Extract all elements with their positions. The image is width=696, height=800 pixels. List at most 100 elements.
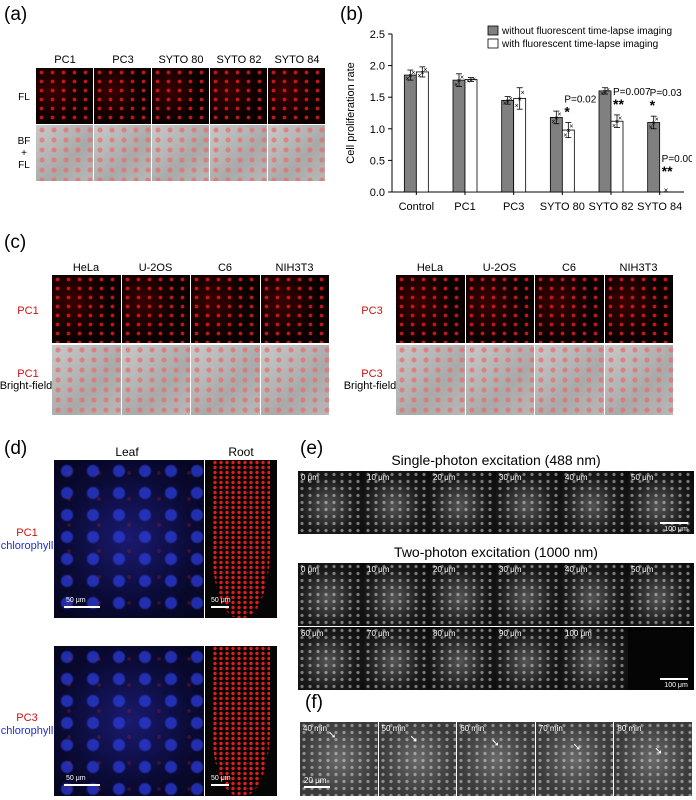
panel-c-left-fluorescence-image bbox=[121, 275, 190, 343]
depth-image: 90 μm bbox=[496, 627, 562, 690]
panel-a-brightfield-image bbox=[36, 125, 93, 181]
time-lapse-image: 70 min ➘ bbox=[535, 722, 614, 796]
y-tick-label: 1.0 bbox=[370, 124, 385, 136]
depth-image: 40 μm bbox=[562, 563, 628, 626]
panel-c-right-row-label-bf-text: Bright-field bbox=[343, 380, 397, 392]
data-point: × bbox=[405, 76, 409, 83]
data-point: × bbox=[411, 70, 415, 77]
depth-image: 100 μm bbox=[562, 627, 628, 690]
x-tick-label: SYTO 80 bbox=[540, 201, 585, 213]
arrow-icon: ➘ bbox=[409, 734, 418, 745]
y-tick-label: 2.5 bbox=[370, 29, 385, 41]
depth-image: 20 μm bbox=[430, 471, 496, 534]
data-point: × bbox=[469, 78, 473, 85]
panel-a-col-header: SYTO 84 bbox=[274, 54, 320, 66]
depth-image: 0 μm bbox=[298, 563, 364, 626]
panel-c-col-header: NIH3T3 bbox=[619, 262, 658, 274]
panel-c-left-fluorescence-image bbox=[52, 275, 121, 343]
p-value-label: P=0.007 bbox=[613, 87, 651, 98]
panel-a-brightfield-image bbox=[152, 125, 209, 181]
panel-c-col-header: U-2OS bbox=[138, 262, 173, 274]
depth-image: 40 μm bbox=[562, 471, 628, 534]
depth-label: 0 μm bbox=[301, 473, 319, 482]
depth-label: 20 μm bbox=[433, 473, 456, 482]
depth-label: 20 μm bbox=[433, 565, 456, 574]
x-tick-label: PC3 bbox=[503, 201, 524, 213]
depth-label: 80 μm bbox=[433, 629, 456, 638]
bar bbox=[647, 122, 661, 193]
panel-c-right-row-label-bf: PC3 bbox=[361, 368, 383, 380]
panel-c-left-brightfield-image bbox=[260, 345, 329, 415]
panel-d-row1-channel: chlorophyll bbox=[0, 540, 54, 552]
depth-label: 100 μm bbox=[565, 629, 592, 638]
panel-a-col-header: SYTO 80 bbox=[158, 54, 204, 66]
scale-label: 20 μm bbox=[304, 776, 327, 785]
data-point: × bbox=[417, 73, 421, 80]
depth-image: 80 μm bbox=[430, 627, 496, 690]
panel-b-label: (b) bbox=[340, 4, 364, 25]
data-point: × bbox=[420, 70, 424, 77]
bar bbox=[549, 117, 563, 193]
x-tick-label: Control bbox=[399, 201, 434, 213]
depth-image: 0 μm bbox=[298, 471, 364, 534]
proliferation-bar-chart: 0.0 0.5 1.0 1.5 2.0 2.5 Cell proliferation rat… bbox=[345, 25, 692, 213]
bar bbox=[403, 74, 417, 193]
panel-a-row-label-bf: BF bbox=[17, 136, 31, 147]
y-tick-label: 0.5 bbox=[370, 155, 385, 167]
scale-label: 100 μm bbox=[664, 526, 688, 533]
data-point: × bbox=[551, 119, 555, 126]
data-point: × bbox=[600, 91, 604, 98]
x-tick-label: SYTO 82 bbox=[588, 201, 633, 213]
legend-label: without fluorescent time-lapse imaging bbox=[501, 26, 672, 37]
data-point: × bbox=[649, 124, 653, 131]
data-point: × bbox=[566, 128, 570, 135]
arrow-icon: ➘ bbox=[572, 742, 582, 753]
depth-label: 30 μm bbox=[499, 473, 522, 482]
data-point: × bbox=[664, 186, 669, 195]
panel-e-label: (e) bbox=[300, 438, 324, 459]
p-value-label: P=0.02 bbox=[564, 94, 596, 105]
panel-c-right-fluorescence-image bbox=[396, 275, 465, 343]
panel-c-left-fluorescence-image bbox=[191, 275, 260, 343]
scale-label: 100 μm bbox=[664, 682, 688, 689]
single-photon-title: Single-photon excitation (488 nm) bbox=[391, 452, 601, 468]
panel-c-right-brightfield-image bbox=[535, 345, 604, 415]
time-label: 60 min bbox=[460, 724, 485, 733]
legend-label: with fluorescent time-lapse imaging bbox=[501, 39, 658, 50]
leaf-image-pc1: 50 μm bbox=[54, 460, 204, 618]
depth-label: 50 μm bbox=[631, 473, 654, 482]
root-scale-label: 50 μm bbox=[211, 597, 231, 604]
depth-label: 0 μm bbox=[301, 565, 319, 574]
panel-a-row-label-fl: FL bbox=[18, 92, 30, 103]
panel-d-row1-probe: PC1 bbox=[16, 527, 38, 539]
panel-d-row2-probe: PC3 bbox=[16, 712, 38, 724]
panel-a-fluorescence-image bbox=[152, 68, 209, 124]
y-tick-label: 2.0 bbox=[370, 61, 385, 73]
panel-c-col-header: U-2OS bbox=[482, 262, 517, 274]
data-point: × bbox=[554, 115, 558, 122]
panel-c-left-row-label-bf-text: Bright-field bbox=[0, 380, 53, 392]
significance-stars: * bbox=[650, 97, 656, 113]
panel-d-col-root: Root bbox=[228, 445, 254, 459]
panel-d-row2-channel: chlorophyll bbox=[0, 725, 54, 737]
depth-image: 20 μm bbox=[430, 563, 496, 626]
x-tick-label: SYTO 84 bbox=[637, 201, 682, 213]
time-lapse-image: 50 min ➘ bbox=[378, 722, 457, 796]
panel-a-col-header: PC3 bbox=[112, 54, 134, 66]
data-point: × bbox=[472, 76, 476, 83]
depth-label: 10 μm bbox=[367, 565, 390, 574]
data-point: × bbox=[457, 78, 461, 85]
panel-a-brightfield-image bbox=[210, 125, 267, 181]
panel-a-col-header: PC1 bbox=[54, 54, 76, 66]
arrow-icon: ➘ bbox=[654, 746, 663, 757]
root-image-pc3: 50 μm bbox=[205, 646, 277, 796]
bar bbox=[452, 79, 466, 193]
panel-c-right-fluorescence-image bbox=[465, 275, 534, 343]
panel-c-right-brightfield-image bbox=[396, 345, 465, 415]
data-point: × bbox=[460, 74, 464, 81]
panel-c-right-fluorescence-image bbox=[604, 275, 673, 343]
depth-label: 60 μm bbox=[301, 629, 324, 638]
bar bbox=[464, 79, 478, 193]
leaf-scale-label: 50 μm bbox=[66, 597, 86, 604]
panel-c-right-brightfield-image bbox=[604, 345, 673, 415]
